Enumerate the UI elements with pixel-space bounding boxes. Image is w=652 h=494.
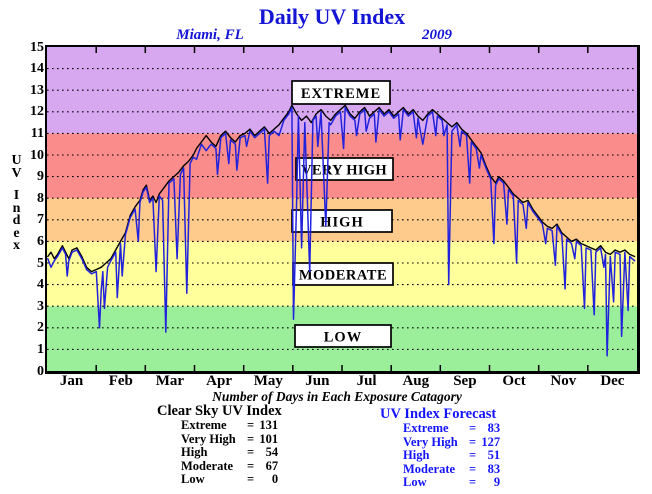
band-label-box-high: HIGH <box>291 209 393 233</box>
y-axis-title-word-uv: UV <box>11 153 22 181</box>
x-tick-label-dec: Dec <box>600 373 625 389</box>
stat-row-forecast-high: High = 51 <box>403 448 501 462</box>
band-label-moderate: MODERATE <box>299 268 387 284</box>
band-label-box-very-high: VERY HIGH <box>295 157 394 181</box>
band-label-box-low: LOW <box>294 324 392 348</box>
band-label-very-high: VERY HIGH <box>301 163 387 179</box>
x-tick-label-jun: Jun <box>305 373 330 389</box>
y-tick-label-11: 11 <box>30 125 44 141</box>
y-tick-label-3: 3 <box>37 298 44 314</box>
chart-year-label: 2009 <box>422 27 452 43</box>
chart-location-label: Miami, FL <box>176 27 244 43</box>
stat-row-clear-moderate: Moderate = 67 <box>181 458 279 473</box>
y-axis-title: UV Index <box>10 153 23 253</box>
series-line-uv-index-forecast <box>47 106 636 357</box>
stat-row-clear-high: High = 54 <box>181 445 279 459</box>
forecast-column-title: UV Index Forecast <box>380 406 497 422</box>
x-tick-label-jul: Jul <box>356 373 377 389</box>
stat-row-clear-low: Low = 0 <box>181 472 279 486</box>
band-label-box-extreme: EXTREME <box>291 80 391 105</box>
y-tick-label-10: 10 <box>30 147 44 163</box>
stat-row-forecast-moderate: Moderate = 83 <box>403 461 501 476</box>
x-tick-label-feb: Feb <box>108 373 133 389</box>
x-tick-label-jan: Jan <box>59 373 84 389</box>
stat-row-clear-very-high: Very High = 101 <box>181 431 279 446</box>
summary-title: Number of Days in Each Exposure Catagory <box>212 389 462 404</box>
y-tick-label-8: 8 <box>37 190 44 206</box>
y-tick-label-13: 13 <box>30 82 44 98</box>
page-title: Daily UV Index <box>258 4 406 29</box>
plot-frame: EXTREME VERY HIGH HIGH MODERATE LOW <box>45 45 640 374</box>
y-tick-label-15: 15 <box>30 39 44 55</box>
y-tick-label-4: 4 <box>37 277 44 293</box>
x-tick-label-aug: Aug <box>402 373 430 389</box>
band-label-high: HIGH <box>320 215 363 231</box>
y-tick-label-7: 7 <box>37 212 44 228</box>
clear-sky-column-title: Clear Sky UV Index <box>157 403 282 419</box>
y-tick-label-6: 6 <box>37 233 44 249</box>
y-tick-label-1: 1 <box>37 341 44 357</box>
stat-row-forecast-low: Low = 9 <box>403 475 501 489</box>
x-tick-label-apr: Apr <box>206 373 233 389</box>
y-tick-label-14: 14 <box>30 61 44 77</box>
y-tick-label-0: 0 <box>37 363 44 379</box>
y-axis-title-word-index: Index <box>12 188 21 253</box>
y-tick-label-2: 2 <box>37 320 44 336</box>
y-tick-label-9: 9 <box>37 169 44 185</box>
x-tick-label-oct: Oct <box>502 373 526 389</box>
y-tick-label-12: 12 <box>30 104 44 120</box>
x-tick-label-nov: Nov <box>550 373 577 389</box>
x-tick-label-may: May <box>253 373 283 389</box>
band-label-box-moderate: MODERATE <box>292 262 394 286</box>
stat-row-clear-extreme: Extreme = 131 <box>181 418 279 432</box>
y-tick-label-5: 5 <box>37 255 44 271</box>
stat-row-forecast-very-high: Very High = 127 <box>403 434 501 449</box>
stat-row-forecast-extreme: Extreme = 83 <box>403 421 501 435</box>
band-label-extreme: EXTREME <box>301 86 381 102</box>
clear-sky-stats: Extreme = 131 Very High = 101 High = 54 Modera… <box>181 418 279 487</box>
forecast-stats: Extreme = 83 Very High = 127 High = 51 Moderat… <box>403 421 501 490</box>
band-label-low: LOW <box>324 330 362 346</box>
x-tick-label-sep: Sep <box>453 373 477 389</box>
uv-chart: EXTREME VERY HIGH HIGH MODERATE LOW <box>47 47 637 371</box>
x-tick-label-mar: Mar <box>155 373 185 389</box>
